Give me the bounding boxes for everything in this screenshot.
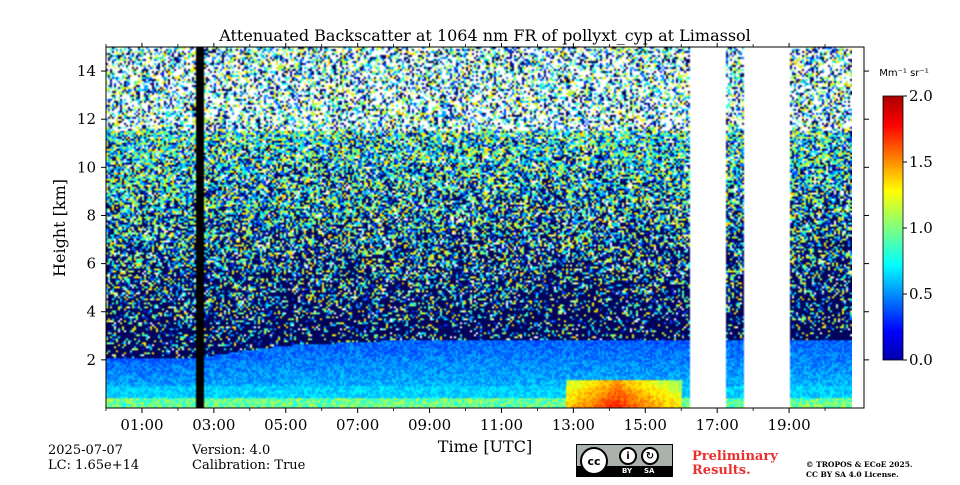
x-tick-label: 01:00 [120, 416, 163, 434]
cc-license-badge: cc i ↻ BY SA [576, 444, 673, 477]
x-tick-label: 07:00 [336, 416, 379, 434]
y-tick-label: 8 [86, 206, 96, 224]
calibration-text: Calibration: True [192, 458, 306, 473]
colorbar-tick-label: 1.5 [909, 153, 933, 171]
lc-text: LC: 1.65e+14 [48, 458, 140, 473]
x-tick-label: 17:00 [696, 416, 739, 434]
badge-strip [577, 466, 672, 476]
sa-icon: ↻ [641, 447, 659, 465]
preliminary-notice: Preliminary Results. [692, 450, 778, 478]
cc-icon: cc [580, 447, 608, 475]
colorbar-gradient [882, 95, 904, 361]
colorbar: 0.0 0.5 1.0 1.5 2.0 Mm⁻¹ sr⁻¹ [879, 68, 933, 369]
copyright-line1: © TROPOS & ECoE 2025. [806, 460, 913, 469]
footer-version: Version: 4.0 Calibration: True [192, 443, 305, 473]
x-tick-label: 11:00 [480, 416, 523, 434]
x-tick-label: 09:00 [408, 416, 451, 434]
heatmap [106, 47, 852, 408]
chart-title: Attenuated Backscatter at 1064 nm FR of … [218, 26, 751, 45]
x-tick-label: 03:00 [192, 416, 235, 434]
colorbar-tick-label: 0.0 [909, 351, 933, 369]
y-axis: 2 4 6 8 10 12 14 [77, 62, 869, 369]
x-tick-label: 13:00 [552, 416, 595, 434]
colorbar-tick-label: 2.0 [909, 87, 933, 105]
footer-date-lc: 2025-07-07 LC: 1.65e+14 [48, 443, 139, 473]
y-tick-label: 4 [86, 303, 96, 321]
colorbar-tick-label: 1.0 [909, 219, 933, 237]
by-icon: i [619, 447, 637, 465]
version-text: Version: 4.0 [192, 443, 271, 458]
x-tick-label: 15:00 [624, 416, 667, 434]
colorbar-unit-label: Mm⁻¹ sr⁻¹ [879, 68, 928, 79]
x-tick-label: 19:00 [767, 416, 810, 434]
preliminary-line1: Preliminary [692, 449, 778, 464]
y-tick-label: 6 [86, 255, 96, 273]
plot-frame [105, 46, 865, 409]
y-tick-label: 2 [86, 351, 96, 369]
date-text: 2025-07-07 [48, 443, 123, 458]
y-tick-label: 10 [77, 158, 96, 176]
colorbar-ticks: 0.0 0.5 1.0 1.5 2.0 [903, 87, 933, 369]
x-axis: 01:00 03:00 05:00 07:00 09:00 11:00 13:00 15:00… [105, 43, 826, 434]
preliminary-line2: Results. [692, 463, 751, 478]
copyright-line2: CC BY SA 4.0 License. [806, 470, 899, 479]
colorbar-tick-label: 0.5 [909, 285, 933, 303]
y-tick-label: 14 [77, 62, 96, 80]
copyright-notice: © TROPOS & ECoE 2025. CC BY SA 4.0 Licen… [806, 460, 913, 480]
by-tag: BY [622, 467, 633, 475]
y-tick-label: 12 [77, 110, 96, 128]
x-axis-label: Time [UTC] [438, 437, 532, 456]
sa-tag: SA [644, 467, 655, 475]
x-tick-label: 05:00 [264, 416, 307, 434]
y-axis-label: Height [km] [50, 179, 69, 277]
